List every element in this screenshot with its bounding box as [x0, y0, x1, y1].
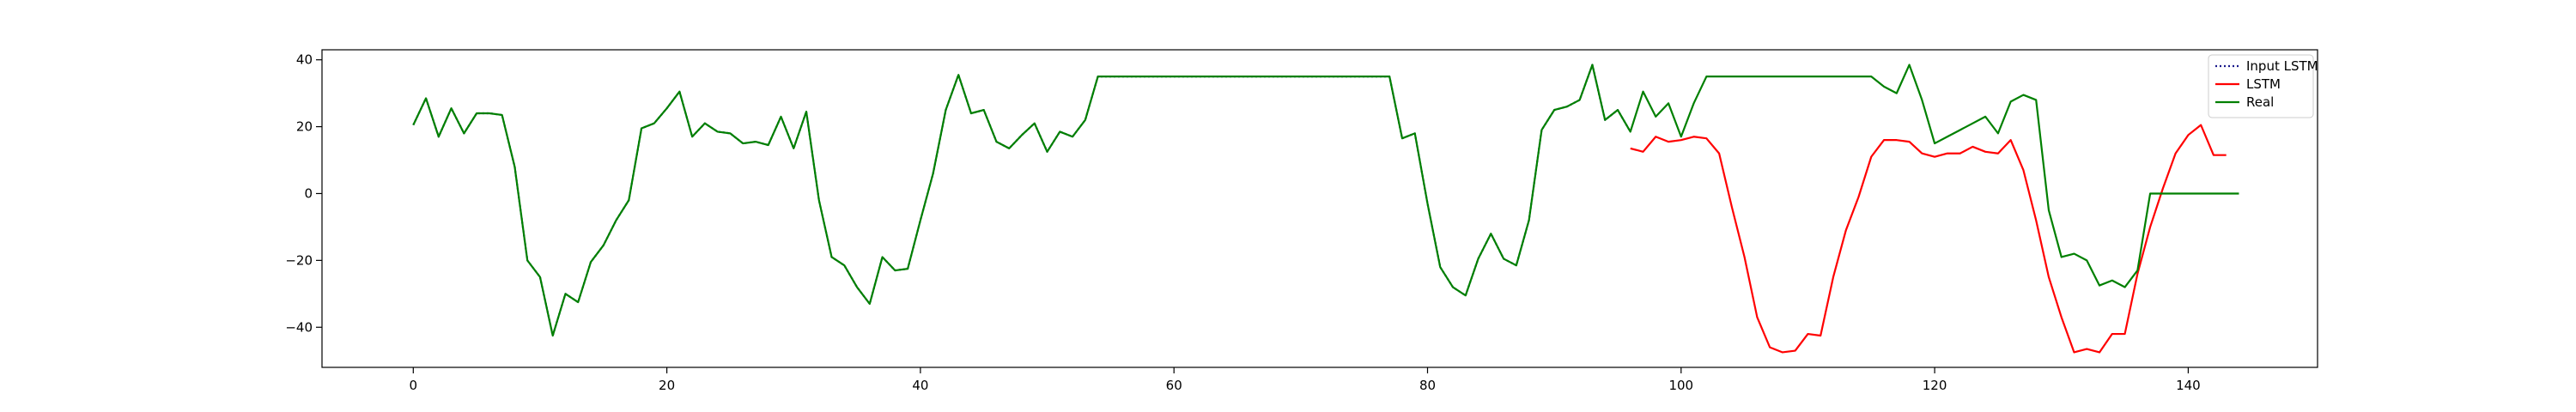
x-tick-label: 0	[410, 378, 418, 393]
legend: Input LSTM LSTM Real	[2208, 54, 2318, 118]
series-layer	[412, 64, 2239, 354]
y-tick-label: −20	[285, 252, 313, 268]
series-line-lstm	[1630, 124, 2227, 354]
x-tick-label: 20	[659, 378, 675, 393]
x-tick-label: 140	[2176, 378, 2201, 393]
series-line-real	[412, 64, 2239, 337]
x-tick-label: 120	[1923, 378, 1947, 393]
legend-label-input-lstm: Input LSTM	[2246, 58, 2318, 74]
y-tick-label: 20	[296, 119, 313, 135]
y-tick-label: 0	[304, 185, 313, 201]
legend-label-lstm: LSTM	[2246, 76, 2281, 92]
x-tick-label: 80	[1419, 378, 1436, 393]
y-tick-label: 40	[296, 52, 313, 68]
x-tick-label: 40	[912, 378, 928, 393]
x-tick-label: 60	[1166, 378, 1182, 393]
legend-label-real: Real	[2246, 94, 2274, 110]
axis-ticks: 0 20 40 60 80 100 120 140 −40 −20 0 20 40	[285, 52, 2200, 393]
y-tick-label: −40	[285, 319, 313, 335]
plot-area-frame	[321, 49, 2318, 368]
x-tick-label: 100	[1668, 378, 1693, 393]
